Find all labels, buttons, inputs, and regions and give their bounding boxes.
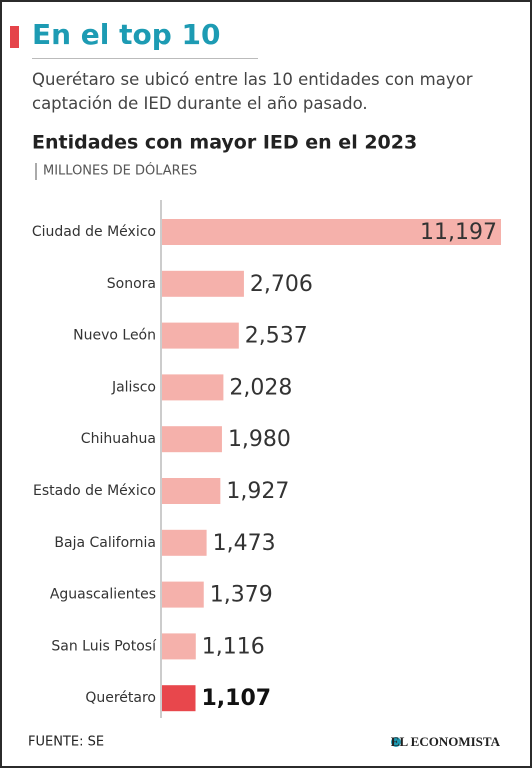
- header-text: Querétaro se ubicó entre las 10 entidade…: [32, 70, 473, 113]
- bar: [162, 478, 221, 504]
- category-label: Nuevo León: [73, 328, 156, 344]
- title-rule: [32, 58, 258, 59]
- category-label: Jalisco: [111, 379, 156, 395]
- bar: [162, 529, 207, 556]
- value-label: 1,927: [226, 479, 289, 504]
- category-label: Ciudad de México: [32, 224, 156, 240]
- publisher-logo: EL ECONOMISTA: [391, 734, 501, 749]
- category-label: Baja California: [54, 535, 156, 551]
- value-label: 11,197: [420, 220, 497, 245]
- logo-icon: [391, 737, 401, 747]
- bar: [162, 270, 244, 297]
- value-label: 2,028: [229, 375, 292, 400]
- value-label: 1,107: [202, 686, 272, 711]
- bar: [162, 581, 204, 608]
- value-label: 1,473: [213, 531, 276, 556]
- chart-subtitle: MILLONES DE DÓLARES: [43, 163, 197, 179]
- source: FUENTE: SE: [28, 735, 104, 750]
- chart-title: Entidades con mayor IED en el 2023: [32, 132, 417, 154]
- accent-bar: [10, 26, 19, 48]
- category-label: Querétaro: [85, 690, 156, 706]
- category-label: San Luis Potosí: [51, 638, 157, 654]
- category-label: Sonora: [107, 276, 156, 292]
- bar: [162, 685, 196, 712]
- category-label: Aguascalientes: [50, 587, 156, 603]
- value-label: 1,116: [202, 634, 265, 659]
- bar: [162, 633, 196, 660]
- value-label: 1,379: [210, 583, 273, 608]
- bar: [162, 219, 501, 245]
- header-title: En el top 10: [32, 18, 221, 51]
- bar: [162, 426, 222, 453]
- category-label: Chihuahua: [81, 431, 156, 447]
- bar: [162, 322, 239, 349]
- value-label: 1,980: [228, 427, 291, 452]
- value-label: 2,706: [250, 272, 313, 297]
- category-label: Estado de México: [33, 483, 156, 499]
- bar: [162, 374, 224, 401]
- value-label: 2,537: [245, 324, 308, 349]
